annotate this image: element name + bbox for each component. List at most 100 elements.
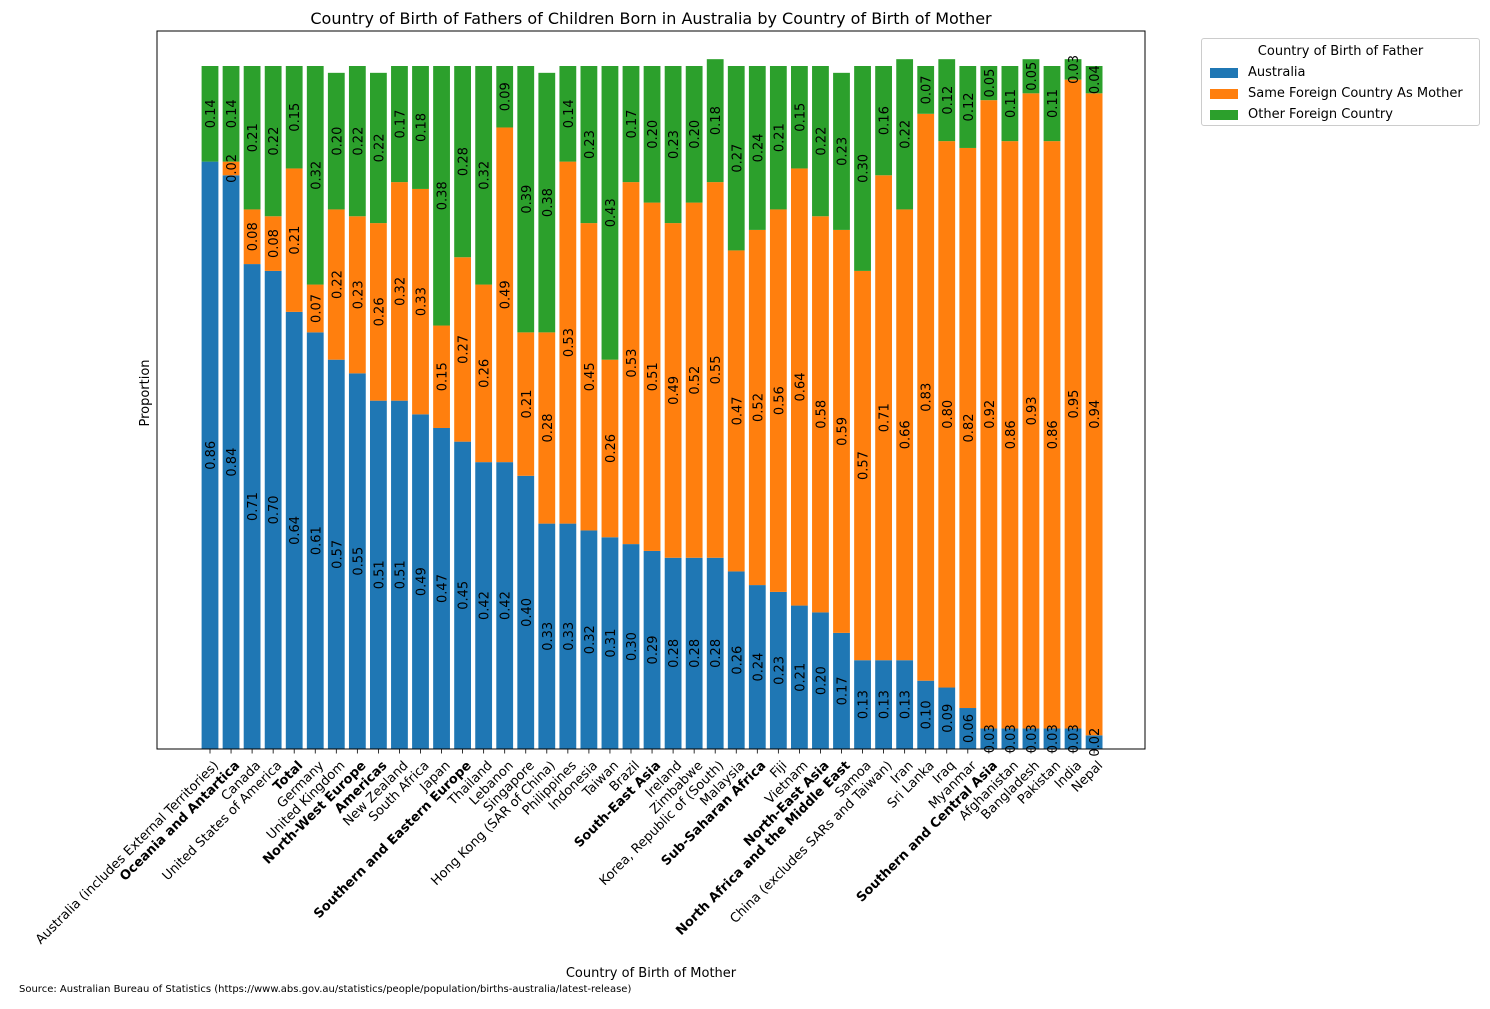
- value-label-same-foreign-country-as-mother-south-east-asia: 0.51: [646, 362, 661, 391]
- bar-australia-north-west-europe: [348, 373, 366, 749]
- bar-same-foreign-country-as-mother-sri-lanka: [917, 113, 935, 681]
- bar-other-foreign-country-iran: [896, 59, 914, 210]
- value-label-other-foreign-country-sri-lanka: 0.07: [920, 75, 935, 104]
- value-label-australia-bangladesh: 0.03: [1025, 724, 1040, 753]
- x-axis-label: Country of Birth of Mother: [566, 966, 737, 981]
- bar-other-foreign-country-north-west-europe: [348, 66, 366, 217]
- value-label-same-foreign-country-as-mother-hong-kong-sar-of-china: 0.28: [541, 414, 556, 443]
- value-label-australia-thailand: 0.42: [478, 591, 493, 620]
- value-label-same-foreign-country-as-mother-north-east-asia: 0.58: [814, 400, 829, 429]
- bar-same-foreign-country-as-mother-united-kingdom: [327, 209, 345, 360]
- value-label-other-foreign-country-united-kingdom: 0.20: [330, 127, 345, 156]
- value-label-other-foreign-country-thailand: 0.32: [478, 161, 493, 190]
- bar-australia-singapore: [517, 475, 535, 749]
- bar-other-foreign-country-north-africa-and-the-middle-east: [833, 72, 850, 230]
- value-label-other-foreign-country-japan: 0.38: [436, 181, 451, 210]
- bar-australia-hong-kong-sar-of-china: [538, 523, 556, 749]
- bar-other-foreign-country-iraq: [938, 59, 956, 142]
- bar-other-foreign-country-lebanon: [496, 66, 514, 128]
- y-axis-label: Proportion: [138, 359, 153, 426]
- bar-same-foreign-country-as-mother-vietnam: [791, 168, 808, 606]
- value-label-australia-southern-and-eastern-europe: 0.45: [457, 581, 472, 610]
- value-label-australia-philippines: 0.33: [562, 622, 577, 651]
- value-label-other-foreign-country-sub-saharan-africa: 0.24: [751, 133, 766, 162]
- value-label-australia-south-east-asia: 0.29: [646, 635, 661, 664]
- value-label-australia-north-africa-and-the-middle-east: 0.17: [836, 676, 851, 705]
- bar-same-foreign-country-as-mother-japan: [433, 325, 450, 428]
- value-label-other-foreign-country-united-states-of-america: 0.22: [267, 127, 282, 156]
- bar-other-foreign-country-southern-and-eastern-europe: [454, 66, 471, 258]
- bar-same-foreign-country-as-mother-united-states-of-america: [264, 216, 282, 271]
- bar-same-foreign-country-as-mother-china-excludes-sars-and-taiwan: [875, 175, 892, 661]
- value-label-australia-total: 0.64: [288, 516, 303, 545]
- value-label-australia-oceania-and-antartica: 0.84: [225, 448, 240, 477]
- value-label-other-foreign-country-iraq: 0.12: [941, 86, 956, 115]
- bar-australia-total: [285, 311, 303, 749]
- bar-same-foreign-country-as-mother-samoa: [854, 270, 871, 661]
- bar-same-foreign-country-as-mother-sub-saharan-africa: [748, 229, 766, 586]
- value-label-australia-germany: 0.61: [309, 526, 324, 555]
- bar-same-foreign-country-as-mother-new-zealand: [391, 182, 408, 401]
- value-label-australia-nepal: 0.02: [1088, 728, 1103, 757]
- bars-layer: [201, 59, 1103, 749]
- bar-same-foreign-country-as-mother-taiwan: [601, 359, 619, 538]
- bar-australia-myanmar: [959, 708, 977, 749]
- bar-australia-pakistan: [1043, 728, 1061, 749]
- value-label-australia-southern-and-central-asia: 0.03: [983, 724, 998, 753]
- value-label-australia-afghanistan: 0.03: [1004, 724, 1019, 753]
- value-label-same-foreign-country-as-mother-afghanistan: 0.86: [1004, 420, 1019, 449]
- bar-other-foreign-country-southern-and-central-asia: [980, 66, 998, 101]
- value-label-australia-canada: 0.71: [246, 492, 261, 521]
- value-label-other-foreign-country-taiwan: 0.43: [604, 198, 619, 227]
- value-label-same-foreign-country-as-mother-brazil: 0.53: [625, 349, 640, 378]
- bar-australia-iraq: [938, 687, 956, 749]
- legend-swatch-other-foreign-country: [1210, 109, 1238, 120]
- value-label-other-foreign-country-southern-and-eastern-europe: 0.28: [457, 147, 472, 176]
- bar-australia-fiji: [769, 591, 787, 749]
- value-label-same-foreign-country-as-mother-lebanon: 0.49: [499, 280, 514, 309]
- value-label-other-foreign-country-oceania-and-antartica: 0.14: [225, 99, 240, 128]
- value-label-other-foreign-country-north-east-asia: 0.22: [814, 127, 829, 156]
- x-tick-layer: Australia (includes External Territories…: [33, 749, 1106, 948]
- value-label-same-foreign-country-as-mother-malaysia: 0.47: [730, 396, 745, 425]
- bar-australia-north-africa-and-the-middle-east: [833, 632, 850, 749]
- value-label-same-foreign-country-as-mother-southern-and-central-asia: 0.92: [983, 400, 998, 429]
- value-label-australia-united-states-of-america: 0.70: [267, 495, 282, 524]
- bar-same-foreign-country-as-mother-korea-republic-of-south: [706, 182, 724, 558]
- bar-other-foreign-country-singapore: [517, 66, 535, 333]
- value-label-same-foreign-country-as-mother-sri-lanka: 0.83: [920, 383, 935, 412]
- value-label-other-foreign-country-australia-includes-external-territories: 0.14: [204, 99, 219, 128]
- value-label-other-foreign-country-samoa: 0.30: [857, 154, 872, 183]
- value-label-same-foreign-country-as-mother-fiji: 0.56: [772, 386, 787, 415]
- bar-other-foreign-country-united-states-of-america: [264, 66, 282, 217]
- bar-same-foreign-country-as-mother-iraq: [938, 141, 956, 688]
- bar-australia-japan: [433, 427, 450, 749]
- value-label-australia-pakistan: 0.03: [1046, 724, 1061, 753]
- value-label-same-foreign-country-as-mother-iraq: 0.80: [941, 400, 956, 429]
- bar-australia-oceania-and-antartica: [222, 175, 240, 749]
- bar-same-foreign-country-as-mother-south-africa: [412, 188, 429, 415]
- bar-same-foreign-country-as-mother-hong-kong-sar-of-china: [538, 332, 556, 524]
- bar-same-foreign-country-as-mother-pakistan: [1043, 141, 1061, 729]
- value-label-other-foreign-country-southern-and-central-asia: 0.05: [983, 69, 998, 98]
- value-label-other-foreign-country-singapore: 0.39: [520, 185, 535, 214]
- legend-item-other-foreign-country: Other Foreign Country: [1202, 104, 1479, 125]
- bar-other-foreign-country-philippines: [559, 66, 577, 162]
- bar-same-foreign-country-as-mother-canada: [243, 209, 261, 265]
- value-label-same-foreign-country-as-mother-total: 0.21: [288, 226, 303, 255]
- bar-australia-thailand: [475, 462, 493, 749]
- bar-other-foreign-country-south-east-asia: [643, 66, 661, 203]
- value-label-australia-japan: 0.47: [436, 574, 451, 603]
- bar-other-foreign-country-australia-includes-external-territories: [201, 66, 219, 162]
- legend-swatch-australia: [1210, 67, 1238, 78]
- bar-other-foreign-country-germany: [306, 66, 324, 285]
- legend-item-same-foreign-country: Same Foreign Country As Mother: [1202, 83, 1479, 104]
- bar-same-foreign-country-as-mother-malaysia: [727, 250, 745, 572]
- bar-other-foreign-country-total: [285, 66, 303, 169]
- bar-other-foreign-country-taiwan: [601, 66, 619, 360]
- bar-other-foreign-country-north-east-asia: [812, 66, 829, 217]
- value-label-same-foreign-country-as-mother-india: 0.95: [1067, 390, 1082, 419]
- value-label-other-foreign-country-total: 0.15: [288, 103, 303, 132]
- bar-australia-china-excludes-sars-and-taiwan: [875, 660, 892, 749]
